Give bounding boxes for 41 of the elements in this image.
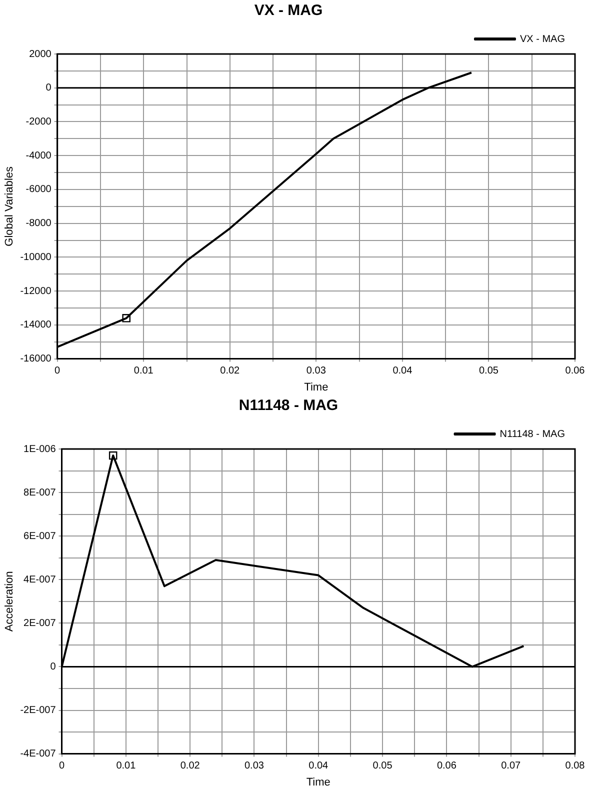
- y-tick-label: -2000: [26, 116, 52, 128]
- x-tick-label: 0.07: [501, 760, 522, 772]
- x-tick-label: 0.03: [306, 366, 326, 377]
- x-tick-label: 0.06: [565, 366, 586, 377]
- y-tick-label: -12000: [20, 286, 52, 297]
- y-tick-label: -4E-007: [20, 748, 56, 760]
- y-tick-label: 0: [50, 661, 56, 672]
- y-tick-label: -10000: [20, 252, 52, 263]
- x-axis-title: Time: [304, 381, 328, 394]
- chart-title: N11148 - MAG: [238, 397, 338, 414]
- x-tick-label: 0.03: [244, 760, 264, 772]
- y-tick-label: -6000: [26, 184, 52, 196]
- x-tick-label: 0: [58, 760, 65, 772]
- y-tick-label: 4E-007: [24, 574, 56, 586]
- y-tick-label: 2E-007: [24, 618, 56, 629]
- y-tick-label: 0: [46, 82, 52, 94]
- x-tick-label: 0.01: [134, 366, 154, 377]
- y-axis-title: Acceleration: [4, 571, 16, 632]
- y-tick-label: 2000: [29, 48, 52, 60]
- x-tick-label: 0.01: [116, 760, 136, 772]
- x-axis-title: Time: [306, 776, 330, 788]
- x-tick-label: 0.04: [308, 760, 329, 772]
- chart-title: VX - MAG: [254, 2, 323, 20]
- y-tick-label: -16000: [20, 354, 52, 365]
- legend-label: VX - MAG: [520, 34, 566, 45]
- y-tick-label: -14000: [20, 320, 52, 331]
- x-tick-label: 0.05: [372, 760, 393, 772]
- x-tick-label: 0.08: [565, 760, 586, 772]
- y-tick-label: 6E-007: [24, 530, 56, 542]
- y-tick-label: -8000: [26, 218, 52, 230]
- x-tick-label: 0.02: [180, 760, 200, 772]
- x-tick-label: 0.05: [478, 366, 499, 377]
- y-tick-label: -4000: [26, 150, 52, 162]
- x-tick-label: 0.04: [392, 366, 413, 377]
- y-tick-label: -2E-007: [20, 705, 56, 716]
- x-tick-label: 0.02: [220, 366, 240, 377]
- x-tick-label: 0.06: [436, 760, 457, 772]
- y-tick-label: 1E-006: [24, 444, 56, 455]
- y-axis-title: Global Variables: [4, 166, 16, 246]
- legend-label: N11148 - MAG: [500, 428, 566, 440]
- y-tick-label: 8E-007: [24, 487, 56, 498]
